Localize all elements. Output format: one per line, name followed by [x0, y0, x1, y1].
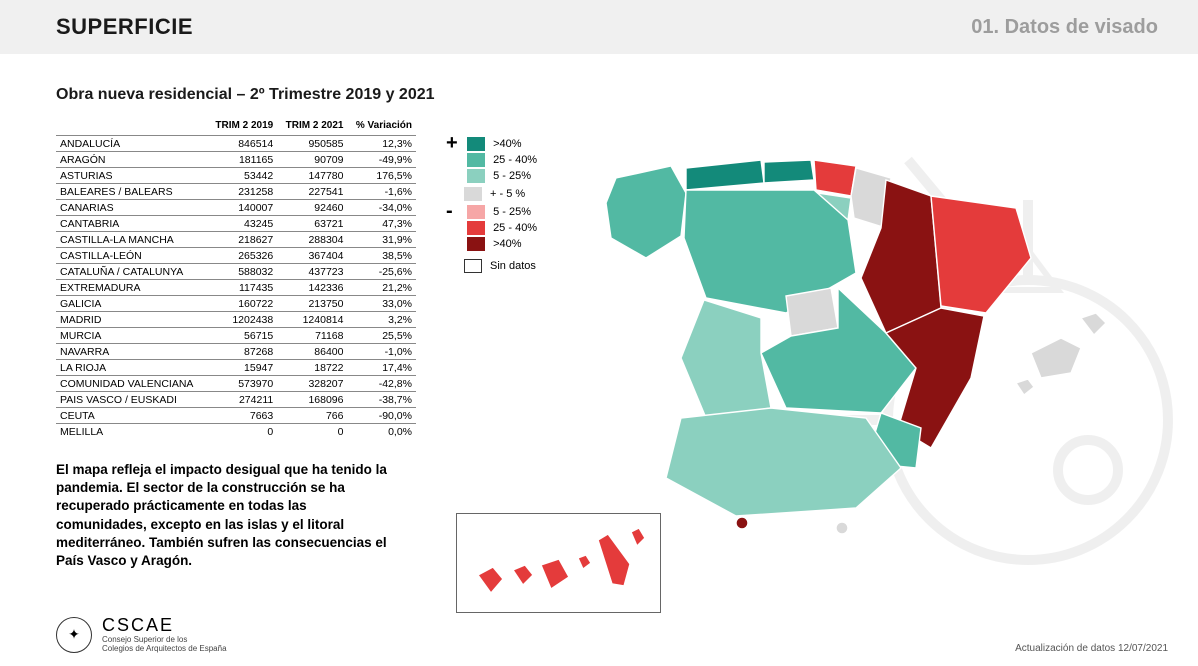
- table-row: MURCIA567157116825,5%: [56, 328, 416, 344]
- region-canarias: [478, 567, 503, 593]
- legend-swatch: [467, 237, 485, 251]
- legend-minus-sign: -: [446, 204, 464, 218]
- table-row: ANDALUCÍA84651495058512,3%: [56, 136, 416, 152]
- legend-plus-sign: +: [446, 136, 464, 150]
- region-extremadura: [681, 300, 771, 418]
- legend-swatch-nodata: [464, 259, 482, 273]
- region-pais_vasco: [814, 160, 856, 196]
- table-row: ARAGÓN18116590709-49,9%: [56, 152, 416, 168]
- subtitle: Obra nueva residencial – 2º Trimestre 20…: [56, 86, 1198, 104]
- table-row: CEUTA7663766-90,0%: [56, 408, 416, 424]
- legend-row: 25 - 40%: [467, 220, 537, 236]
- table-row: EXTREMADURA11743514233621,2%: [56, 280, 416, 296]
- page-title: SUPERFICIE: [56, 14, 193, 40]
- table-row: LA RIOJA159471872217,4%: [56, 360, 416, 376]
- legend-row: 5 - 25%: [467, 204, 537, 220]
- legend-swatch: [464, 187, 482, 201]
- table-row: MELILLA000,0%: [56, 424, 416, 440]
- region-andalucia: [666, 408, 901, 516]
- legend-label-nodata: Sin datos: [490, 260, 536, 272]
- region-canarias: [513, 565, 533, 585]
- table-row: CASTILLA-LEÓN26532636740438,5%: [56, 248, 416, 264]
- legend-row: 25 - 40%: [467, 152, 537, 168]
- legend-swatch: [467, 221, 485, 235]
- table-row: NAVARRA8726886400-1,0%: [56, 344, 416, 360]
- legend-label: 5 - 25%: [493, 170, 531, 182]
- legend-swatch: [467, 153, 485, 167]
- legend-swatch: [467, 205, 485, 219]
- legend-row: >40%: [467, 236, 537, 252]
- table-row: CASTILLA-LA MANCHA21862728830431,9%: [56, 232, 416, 248]
- table-row: BALEARES / BALEARS231258227541-1,6%: [56, 184, 416, 200]
- legend-label: >40%: [493, 138, 521, 150]
- region-asturias: [686, 160, 764, 190]
- legend-row: 5 - 25%: [467, 168, 537, 184]
- table-row: GALICIA16072221375033,0%: [56, 296, 416, 312]
- region-baleares: [1016, 379, 1034, 395]
- region-baleares: [1081, 313, 1106, 335]
- canarias-inset: [456, 513, 661, 613]
- table-row: ASTURIAS53442147780176,5%: [56, 168, 416, 184]
- table-row: MADRID120243812408143,2%: [56, 312, 416, 328]
- region-ceuta: [736, 517, 748, 529]
- legend-label: >40%: [493, 238, 521, 250]
- header: SUPERFICIE 01. Datos de visado: [0, 0, 1198, 54]
- region-canarias: [578, 555, 591, 569]
- logo-brand: CSCAE: [102, 615, 227, 636]
- table-row: CANARIAS14000792460-34,0%: [56, 200, 416, 216]
- table-row: COMUNIDAD VALENCIANA573970328207-42,8%: [56, 376, 416, 392]
- table-header: TRIM 2 2019: [207, 118, 277, 136]
- region-baleares: [1031, 338, 1081, 378]
- legend-swatch: [467, 137, 485, 151]
- table-header: [56, 118, 207, 136]
- region-catalunya: [931, 196, 1031, 313]
- region-cantabria: [764, 160, 814, 183]
- table-header: TRIM 2 2021: [277, 118, 347, 136]
- spain-map: [586, 118, 1126, 538]
- update-date: Actualización de datos 12/07/2021: [1015, 643, 1168, 654]
- data-table: TRIM 2 2019TRIM 2 2021% Variación ANDALU…: [56, 118, 416, 439]
- region-melilla: [836, 522, 848, 534]
- summary-text: El mapa refleja el impacto desigual que …: [56, 461, 396, 570]
- legend-row: >40%: [467, 136, 537, 152]
- region-canarias: [541, 559, 569, 589]
- section-label: 01. Datos de visado: [971, 16, 1158, 39]
- legend-label: 5 - 25%: [493, 206, 531, 218]
- legend-label: 25 - 40%: [493, 222, 537, 234]
- table-row: CANTABRIA432456372147,3%: [56, 216, 416, 232]
- region-canarias: [598, 534, 630, 586]
- legend-label: 25 - 40%: [493, 154, 537, 166]
- legend-label: + - 5 %: [490, 188, 525, 200]
- logo-sub2: Colegios de Arquitectos de España: [102, 645, 227, 654]
- logo-emblem-icon: ✦: [56, 617, 92, 653]
- region-galicia: [606, 166, 686, 258]
- table-row: PAIS VASCO / EUSKADI274211168096-38,7%: [56, 392, 416, 408]
- legend-swatch: [467, 169, 485, 183]
- logo: ✦ CSCAE Consejo Superior de los Colegios…: [56, 615, 227, 654]
- legend: + >40% 25 - 40% 5 - 25% + - 5 % - 5 - 25% 2…: [416, 118, 586, 570]
- region-canarias: [631, 528, 645, 546]
- table-row: CATALUÑA / CATALUNYA588032437723-25,6%: [56, 264, 416, 280]
- table-header: % Variación: [347, 118, 416, 136]
